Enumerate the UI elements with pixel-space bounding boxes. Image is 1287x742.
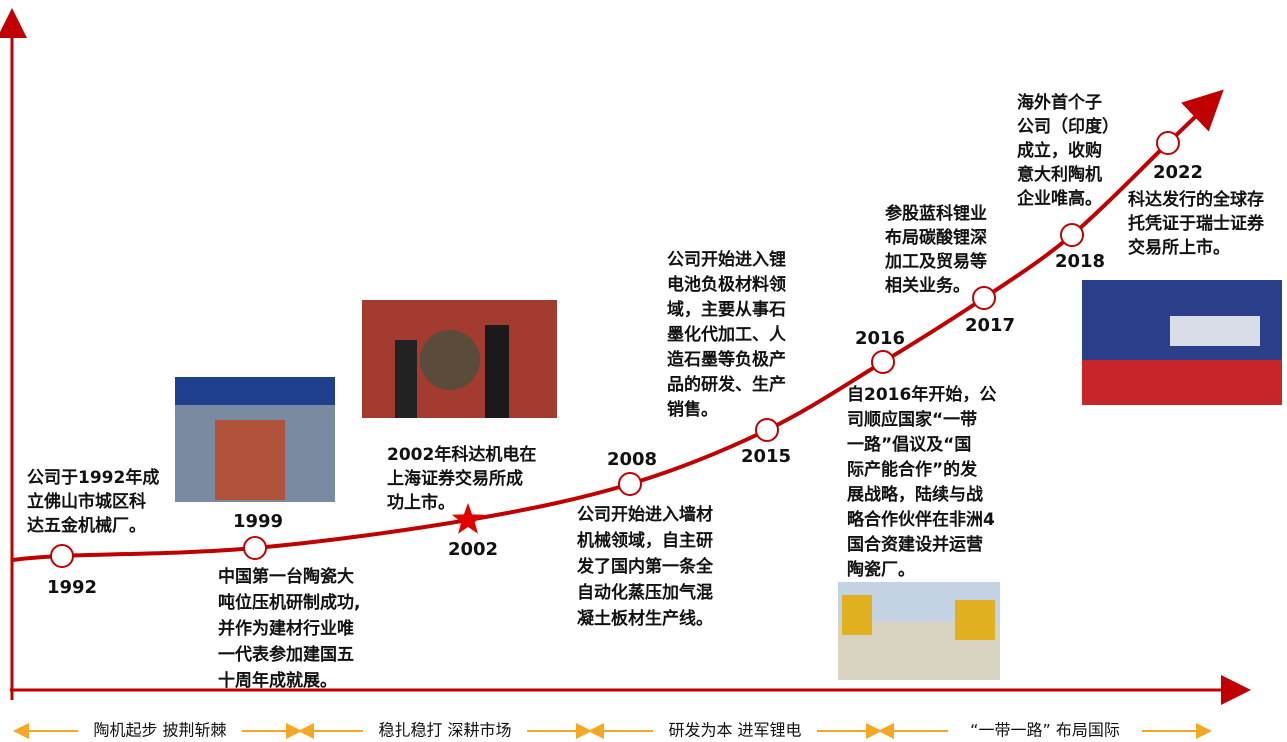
- milestone-marker: [1060, 223, 1084, 247]
- milestone-year: 2016: [855, 328, 905, 349]
- milestone-star: [451, 503, 485, 534]
- milestone-text: 相关业务。: [885, 275, 970, 296]
- milestone-text: 自动化蒸压加气混: [577, 582, 713, 603]
- milestone-year: 1999: [233, 511, 283, 532]
- milestone-text: 参股蓝科锂业: [885, 203, 987, 224]
- milestone-text: 成立，收购: [1017, 140, 1102, 161]
- milestone-text: 发了国内第一条全: [576, 556, 714, 577]
- phase-label: 陶机起步 披荆斩棘: [93, 721, 226, 740]
- milestone-text: 企业唯高。: [1016, 188, 1102, 209]
- milestone-text: 展战略，陆续与战: [847, 484, 983, 505]
- milestone-text: 凝土板材生产线。: [577, 608, 713, 629]
- phase-label: “一带一路” 布局国际: [970, 721, 1120, 740]
- milestone-text: 上海证券交易所成: [387, 468, 523, 489]
- phase-bg: [948, 720, 1142, 742]
- milestone-text: 科达发行的全球存: [1128, 189, 1264, 210]
- milestone-year: 1992: [47, 577, 97, 598]
- milestone-text: 公司（印度）: [1017, 116, 1119, 137]
- milestone-text: 一代表参加建国五: [218, 644, 354, 665]
- milestone-text: 加工及贸易等: [884, 251, 987, 272]
- milestone-text: 公司开始进入锂: [667, 249, 786, 270]
- phase-label: 研发为本 进军锂电: [668, 721, 801, 740]
- milestone-year: 2008: [607, 449, 657, 470]
- milestone-year: 2002: [448, 539, 498, 560]
- milestone-text: 意大利陶机: [1017, 164, 1102, 185]
- milestone-marker: [1156, 131, 1180, 155]
- milestone-text: 销售。: [667, 399, 718, 420]
- milestone-text: 司顺应国家“一带: [847, 409, 977, 430]
- milestone-text: 十周年成就展。: [218, 670, 337, 691]
- milestone-marker: [871, 350, 895, 374]
- milestone-text: 造石墨等负极产: [667, 349, 786, 370]
- milestone-text: 电池负极材料领: [667, 274, 786, 295]
- milestone-text: 立佛山市城区科: [27, 491, 146, 512]
- milestone-text: 略合作伙伴在非洲4: [847, 509, 995, 530]
- milestone-text: 际产能合作”的发: [847, 459, 978, 480]
- milestone-marker: [755, 418, 779, 442]
- milestone-text: 功上市。: [387, 492, 455, 513]
- phase-bg: [363, 720, 527, 742]
- milestone-marker: [618, 472, 642, 496]
- milestone-text: 域，主要从事石: [667, 299, 786, 320]
- milestone-year: 2018: [1055, 251, 1105, 272]
- milestone-text: 交易所上市。: [1128, 237, 1230, 258]
- milestone-year: 2022: [1153, 162, 1203, 183]
- milestone-text: 自2016年开始，公: [847, 384, 996, 405]
- milestone-marker: [243, 536, 267, 560]
- milestone-text: 达五金机械厂。: [27, 515, 146, 536]
- milestone-year: 2017: [965, 315, 1015, 336]
- milestone-text: 吨位压机研制成功,: [218, 592, 360, 613]
- phase-bg: [78, 720, 242, 742]
- milestone-text: 一路”倡议及“国: [847, 434, 971, 455]
- milestone-text: 海外首个子: [1017, 92, 1102, 113]
- milestone-text: 品的研发、生产: [667, 374, 786, 395]
- milestone-text: 托凭证于瑞士证券: [1128, 213, 1265, 234]
- phase-bg: [653, 720, 817, 742]
- phase-label: 稳扎稳打 深耕市场: [378, 721, 511, 740]
- milestone-text: 2002年科达机电在: [387, 444, 536, 465]
- milestone-text: 布局碳酸锂深: [885, 227, 987, 248]
- milestone-text: 陶瓷厂。: [847, 559, 915, 580]
- milestone-text: 墨化代加工、人: [667, 324, 787, 345]
- milestone-year: 2015: [741, 446, 791, 467]
- milestone-text: 公司开始进入墙材: [577, 504, 713, 525]
- milestone-text: 机械领域，自主研: [577, 530, 713, 551]
- milestone-marker: [972, 286, 996, 310]
- milestone-marker: [50, 544, 74, 568]
- milestone-text: 中国第一台陶瓷大: [218, 566, 354, 587]
- photo: [175, 280, 1282, 680]
- milestone-text: 公司于1992年成: [27, 467, 159, 488]
- milestone-text: 国合资建设并运营: [847, 534, 983, 555]
- milestone-text: 并作为建材行业唯: [218, 618, 354, 639]
